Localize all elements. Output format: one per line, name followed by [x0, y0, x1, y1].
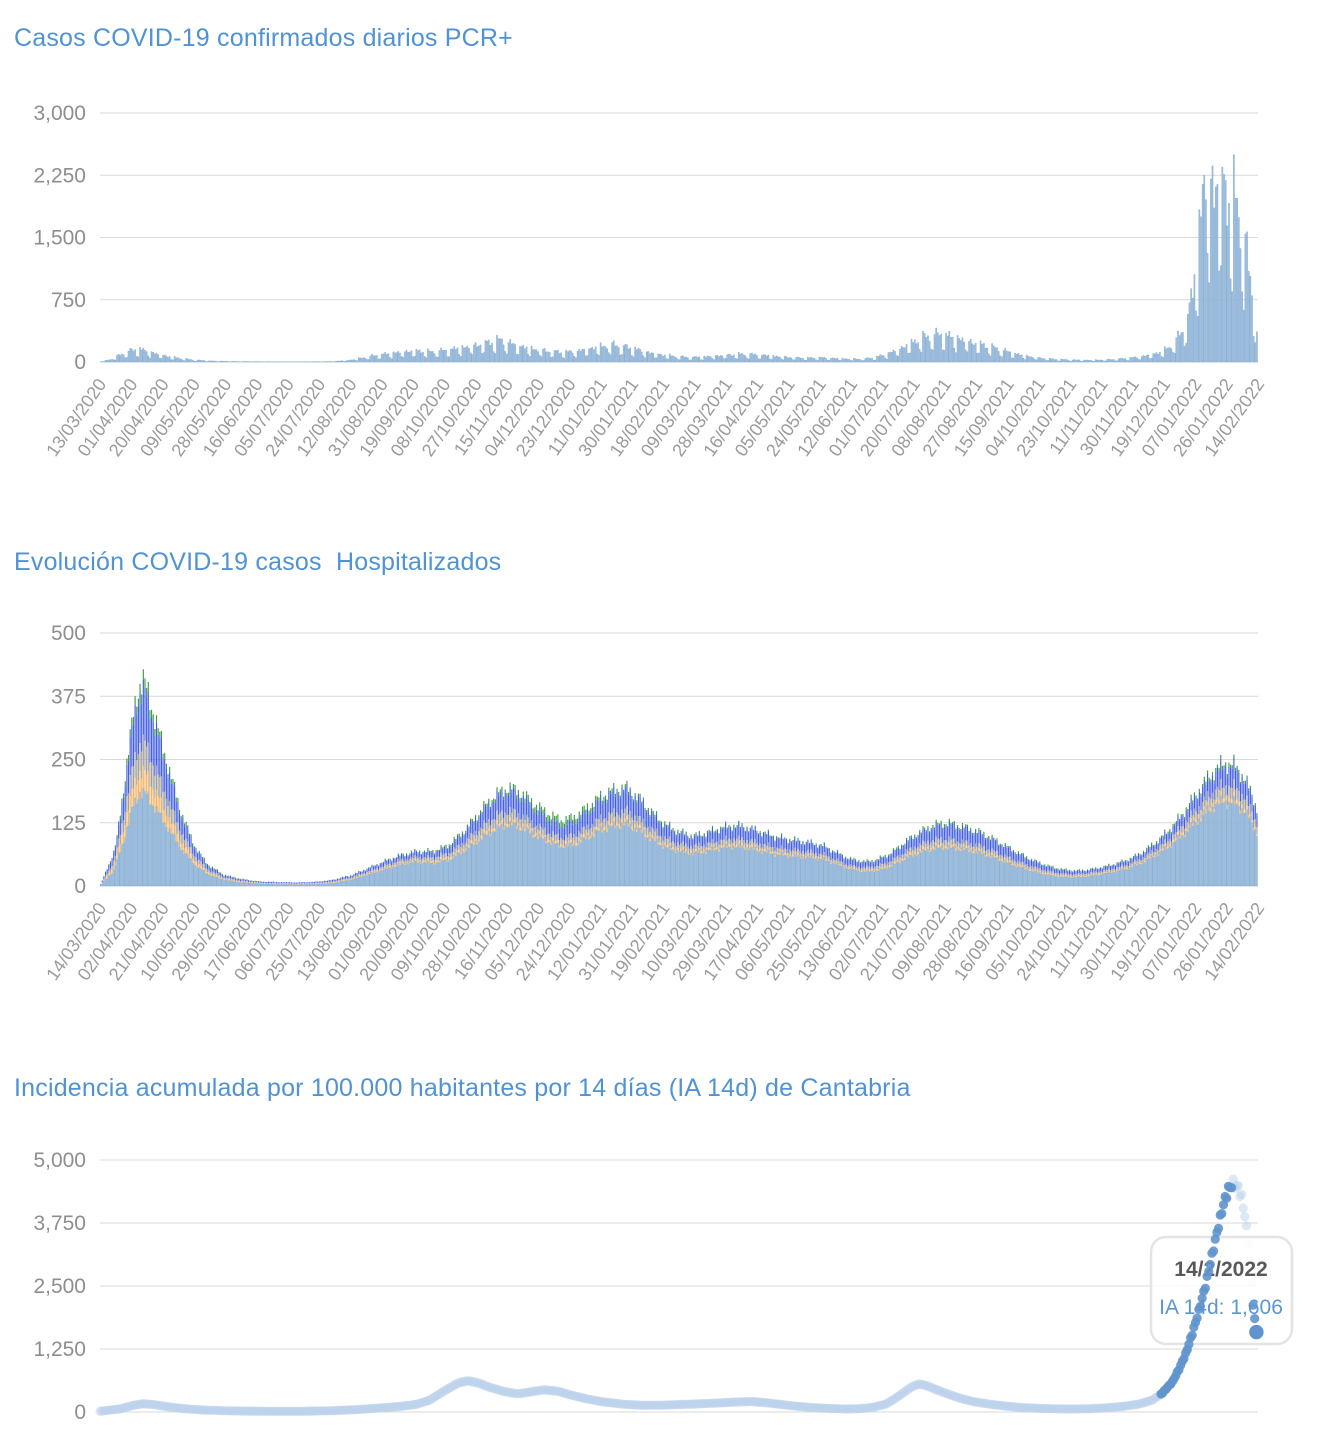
data-point[interactable]	[1238, 1203, 1248, 1213]
ia14d-points[interactable]: 5,000 3,750 2,500 1,250 0	[33, 1149, 1258, 1424]
y-axis-tick-label: 5,000	[33, 1149, 86, 1172]
y-axis-tick-label: 250	[51, 749, 86, 772]
data-point[interactable]	[1222, 1193, 1232, 1203]
y-axis-tick-label: 2,250	[33, 164, 86, 187]
data-point[interactable]	[1248, 1300, 1258, 1310]
data-point[interactable]	[1241, 1221, 1252, 1231]
data-point[interactable]	[1200, 1283, 1210, 1293]
ia14d-chart-title: Incidencia acumulada por 100.000 habitan…	[14, 1074, 911, 1102]
y-axis-tick-label: 1,250	[33, 1338, 86, 1361]
pcr-chart-title: Casos COVID-19 confirmados diarios PCR+	[14, 24, 513, 52]
y-axis-tick-label: 3,000	[33, 102, 86, 125]
series-capa-gris[interactable]	[101, 734, 1258, 885]
hospitalized-evolution-chart[interactable]: 500375250125014/03/202002/04/202021/04/2…	[0, 615, 1322, 1047]
tooltip-value: IA 14d: 1,606	[1159, 1296, 1283, 1319]
tooltip-date: 14/2/2022	[1174, 1258, 1267, 1281]
y-axis-tick-label: 0	[74, 1401, 86, 1424]
y-axis-tick-label: 1,500	[33, 227, 86, 250]
data-point[interactable]	[1217, 1209, 1227, 1219]
y-axis-tick-label: 0	[74, 351, 86, 374]
data-point[interactable]	[1192, 1313, 1202, 1323]
ia14d-tooltip: 14/2/2022 IA 14d: 1,606	[1149, 1235, 1294, 1346]
ia14d-recent-points[interactable]	[1156, 1181, 1264, 1399]
data-point[interactable]	[1187, 1330, 1197, 1340]
data-point[interactable]	[1204, 1267, 1214, 1277]
y-axis-tick-label: 125	[51, 812, 86, 835]
tooltip-box	[1149, 1235, 1294, 1346]
data-point[interactable]	[1210, 1234, 1220, 1244]
data-point[interactable]	[1227, 1183, 1237, 1193]
data-point[interactable]	[1213, 1223, 1224, 1233]
series-capa-azul[interactable]	[100, 679, 1258, 885]
ia14d-incidence-chart[interactable]: 5,000 3,750 2,500 1,250 0 14/2/2022 IA 14d: …	[0, 1142, 1322, 1440]
data-point[interactable]	[1205, 1259, 1215, 1270]
data-point[interactable]	[1240, 1212, 1250, 1222]
y-axis-tick-label: 500	[51, 622, 86, 645]
data-point[interactable]	[1209, 1246, 1219, 1256]
hospitalized-chart-title: Evolución COVID-19 casos Hospitalizados	[14, 548, 502, 576]
y-axis-tick-label: 0	[74, 875, 86, 898]
y-axis-tick-label: 3,750	[33, 1212, 86, 1235]
data-point[interactable]	[1197, 1293, 1207, 1303]
series-casos-diarios-pcr[interactable]	[99, 154, 1258, 363]
y-axis-tick-label: 375	[51, 685, 86, 708]
data-point[interactable]	[1237, 1189, 1247, 1199]
data-point[interactable]	[1250, 1314, 1260, 1324]
last-data-point[interactable]	[1249, 1324, 1264, 1340]
data-point[interactable]	[1195, 1301, 1205, 1311]
pcr-daily-cases-chart[interactable]: 3,0002,2501,500750013/03/202001/04/20202…	[0, 95, 1322, 520]
y-axis-tick-label: 2,500	[33, 1275, 86, 1298]
y-axis-tick-label: 750	[51, 289, 86, 312]
